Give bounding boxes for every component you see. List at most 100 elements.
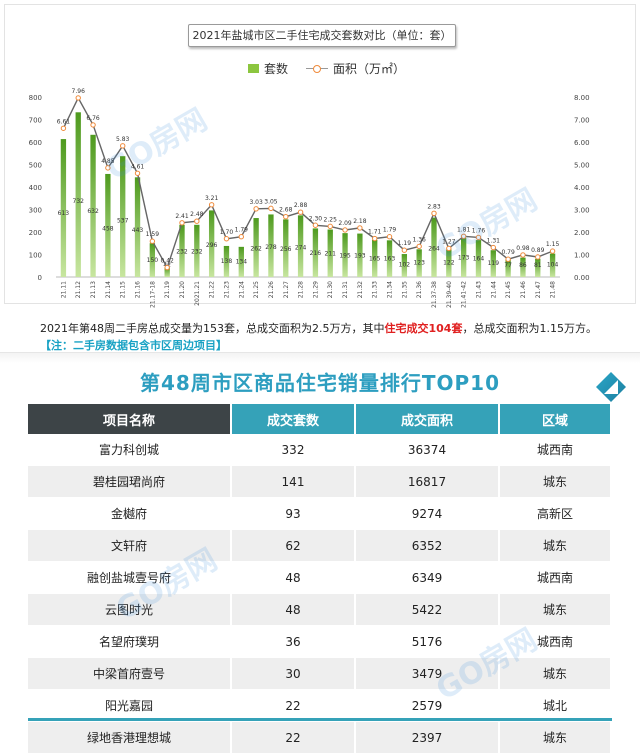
cell-project: 绿地香港理想城 — [28, 721, 232, 754]
bar — [208, 210, 215, 277]
line-value-label: 2.83 — [427, 203, 441, 210]
bar — [505, 259, 511, 277]
bar — [416, 249, 422, 277]
line-value-label: 4.85 — [101, 158, 115, 165]
bar-value-label: 216 — [310, 250, 322, 257]
line-value-label: 3.03 — [249, 199, 263, 206]
bar — [327, 229, 333, 277]
line-value-label: 1.31 — [487, 238, 501, 245]
line-value-label: 1.27 — [442, 238, 456, 245]
left-tick-label: 0 — [38, 274, 42, 282]
right-tick-label: 1.00 — [574, 252, 590, 260]
bar-value-label: 274 — [295, 244, 307, 251]
x-tick-label: 21.13 — [90, 281, 97, 298]
cell-project: 碧桂园珺尚府 — [28, 465, 232, 498]
line-value-label: 2.30 — [309, 215, 323, 222]
bar — [179, 224, 185, 277]
line-point — [253, 206, 259, 212]
bar-value-label: 211 — [325, 251, 337, 258]
x-tick-label: 21.16 — [135, 281, 142, 298]
bar — [490, 250, 496, 277]
bar-value-label: 104 — [547, 261, 559, 268]
cell-area: 6349 — [355, 561, 500, 594]
left-tick-label: 400 — [29, 184, 42, 192]
bar-value-label: 232 — [176, 249, 188, 256]
bar-value-label: 232 — [191, 249, 203, 256]
bar-value-label: 86 — [519, 262, 527, 269]
line-value-label: 2.48 — [190, 211, 204, 218]
bar-value-label: 256 — [280, 246, 292, 253]
x-tick-label: 21.47 — [535, 281, 542, 298]
bar-value-label: 119 — [488, 260, 500, 267]
line-value-label: 2.18 — [353, 218, 367, 225]
ranking-table: 项目名称 成交套数 成交面积 区域 富力科创城 332 36374 城西南 碧桂园珺尚府… — [28, 404, 612, 754]
table-row: 金樾府 93 9274 高新区 — [28, 497, 612, 530]
bar-value-label: 193 — [354, 252, 366, 259]
cell-area: 5176 — [355, 625, 500, 658]
line-point — [520, 252, 526, 258]
x-tick-label: 21.12 — [75, 281, 82, 298]
bar — [312, 228, 319, 277]
line-point — [120, 143, 126, 149]
bar — [357, 233, 363, 277]
x-tick-label: 21.19 — [164, 281, 171, 298]
bar-value-label: 173 — [458, 254, 470, 261]
bar — [475, 240, 482, 277]
line-value-label: 1.15 — [546, 241, 560, 248]
x-tick-label: 21.37-38 — [431, 281, 438, 308]
right-tick-label: 3.00 — [574, 207, 590, 215]
bar-value-label: 458 — [102, 226, 114, 233]
line-value-label: 3.21 — [205, 195, 219, 202]
line-point — [179, 220, 185, 226]
cell-project: 名望府璞玥 — [28, 625, 232, 658]
right-tick-label: 2.00 — [574, 229, 590, 237]
line-point — [75, 95, 81, 101]
line-value-label: 1.71 — [368, 229, 382, 236]
bar — [120, 156, 126, 277]
cell-district: 城东 — [499, 721, 612, 754]
line-point — [238, 234, 244, 240]
bar — [342, 233, 348, 277]
right-tick-label: 5.00 — [574, 162, 590, 170]
line-point — [60, 125, 67, 131]
cell-units: 22 — [231, 721, 356, 754]
x-tick-label: 21.33 — [372, 281, 379, 298]
right-tick-label: 4.00 — [574, 184, 590, 192]
cell-area: 9274 — [355, 497, 500, 530]
legend-bar-swatch — [248, 64, 259, 73]
summary-part1: 2021年第48周二手房总成交量为153套，总成交面积为2.5万方，其中 — [40, 322, 385, 335]
legend-line-label: 面积（万㎡） — [333, 62, 406, 76]
line-value-label: 7.96 — [72, 88, 86, 95]
bar — [520, 257, 526, 277]
section-divider — [0, 352, 640, 363]
bar — [60, 139, 67, 277]
table-row: 融创盐城壹号府 48 6349 城西南 — [28, 561, 612, 594]
cell-area: 2397 — [355, 721, 500, 754]
bar-value-label: 264 — [428, 245, 440, 252]
bar — [386, 240, 393, 277]
bar — [134, 177, 141, 277]
bar — [194, 224, 200, 277]
table-row: 富力科创城 332 36374 城西南 — [28, 434, 612, 466]
x-tick-label: 21.48 — [550, 281, 557, 298]
x-tick-label: 21.24 — [238, 281, 245, 298]
x-tick-label: 21.11 — [60, 281, 67, 298]
line-point — [149, 238, 156, 244]
x-tick-label: 21.43 — [475, 281, 482, 298]
cell-project: 中梁首府壹号 — [28, 657, 232, 690]
bar — [268, 214, 274, 277]
table-row: 阳光嘉园 22 2579 城北 — [28, 689, 612, 722]
x-tick-label: 21.36 — [416, 281, 423, 298]
bar-value-label: 195 — [339, 252, 351, 259]
line-point — [446, 245, 452, 252]
line-point — [90, 122, 96, 128]
line-value-label: 1.79 — [235, 227, 249, 234]
legend-bar-label: 套数 — [264, 62, 289, 76]
line-point — [164, 264, 170, 271]
x-tick-label: 21.25 — [253, 281, 260, 298]
bar — [223, 245, 230, 277]
x-tick-label: 21.31 — [342, 281, 349, 298]
cell-project: 融创盐城壹号府 — [28, 561, 232, 594]
bar-value-label: 632 — [87, 208, 99, 215]
right-tick-label: 6.00 — [574, 139, 590, 147]
